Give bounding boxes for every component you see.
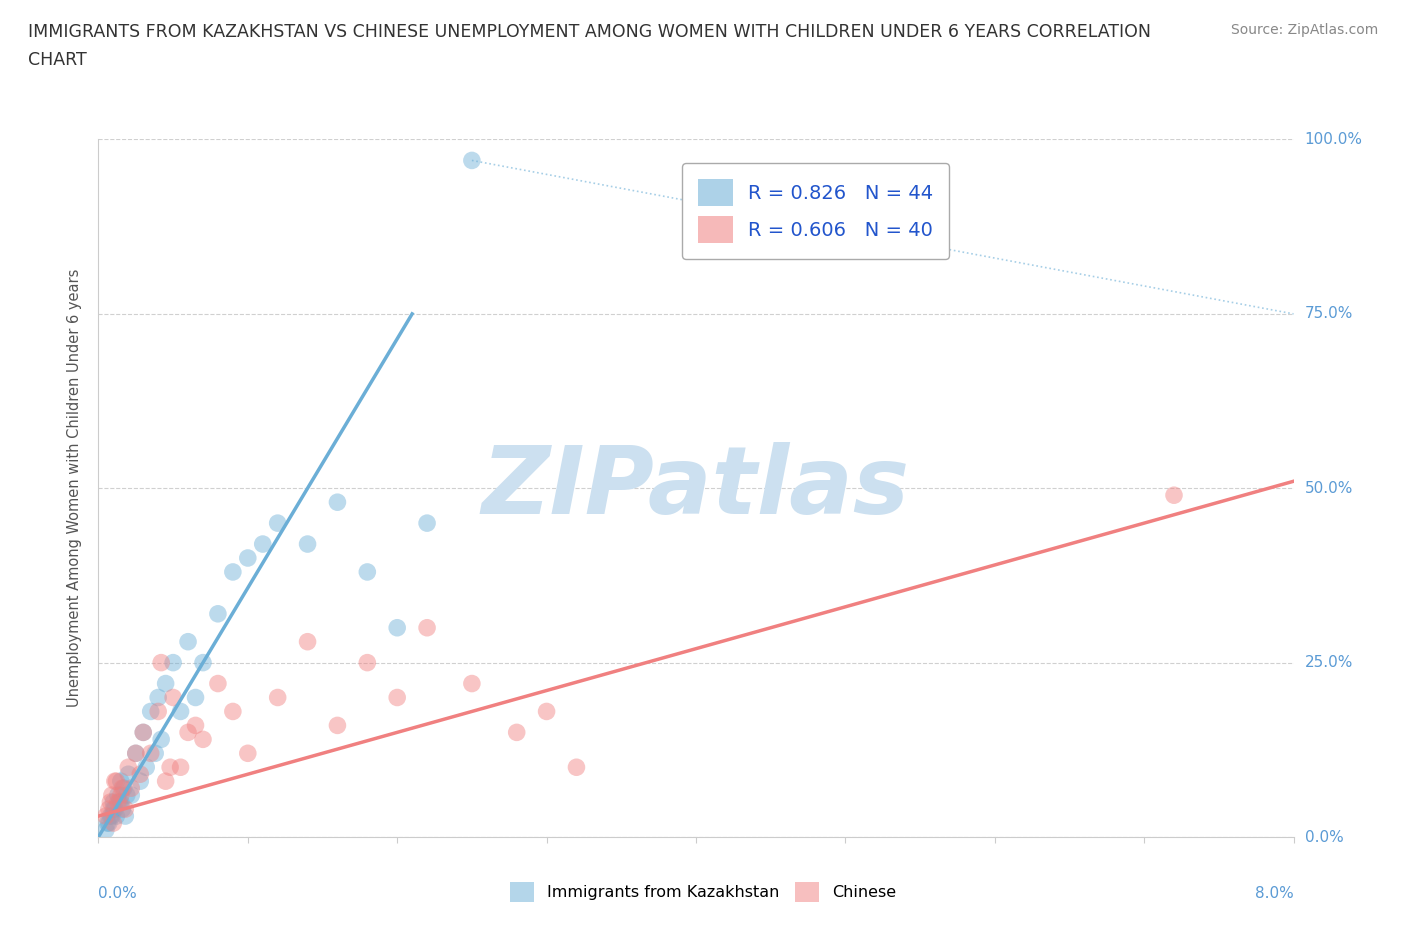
Point bbox=[107, 788, 129, 803]
Text: Source: ZipAtlas.com: Source: ZipAtlas.com bbox=[1230, 23, 1378, 37]
Y-axis label: Unemployment Among Women with Children Under 6 years: Unemployment Among Women with Children U… bbox=[67, 269, 83, 708]
Text: 8.0%: 8.0% bbox=[1254, 885, 1294, 901]
Point bbox=[385, 620, 409, 635]
Point bbox=[565, 760, 588, 775]
Point bbox=[148, 704, 170, 719]
Point bbox=[191, 732, 214, 747]
Point bbox=[184, 690, 207, 705]
Point bbox=[236, 746, 259, 761]
Point bbox=[103, 802, 125, 817]
Point bbox=[103, 816, 125, 830]
Point bbox=[162, 690, 184, 705]
Point bbox=[155, 676, 177, 691]
Point bbox=[150, 732, 173, 747]
Point bbox=[120, 781, 142, 796]
Point bbox=[222, 565, 245, 579]
Point bbox=[236, 551, 259, 565]
Point bbox=[117, 760, 139, 775]
Point bbox=[96, 816, 118, 830]
Text: IMMIGRANTS FROM KAZAKHSTAN VS CHINESE UNEMPLOYMENT AMONG WOMEN WITH CHILDREN UND: IMMIGRANTS FROM KAZAKHSTAN VS CHINESE UN… bbox=[28, 23, 1152, 41]
Point bbox=[267, 515, 290, 530]
Point bbox=[112, 781, 135, 796]
Point bbox=[97, 802, 120, 817]
Point bbox=[111, 781, 134, 796]
Point bbox=[104, 802, 127, 817]
Point bbox=[143, 746, 166, 761]
Point bbox=[150, 655, 173, 670]
Point bbox=[139, 704, 162, 719]
Point bbox=[98, 794, 122, 809]
Point bbox=[267, 690, 290, 705]
Point bbox=[416, 620, 439, 635]
Text: 100.0%: 100.0% bbox=[1305, 132, 1362, 147]
Text: ZIPatlas: ZIPatlas bbox=[482, 443, 910, 534]
Point bbox=[129, 774, 152, 789]
Point bbox=[155, 774, 177, 789]
Point bbox=[114, 802, 136, 817]
Point bbox=[108, 794, 131, 809]
Point bbox=[326, 495, 349, 510]
Point bbox=[103, 794, 125, 809]
Point bbox=[115, 788, 138, 803]
Point bbox=[356, 655, 378, 670]
Point bbox=[101, 788, 124, 803]
Point bbox=[461, 153, 484, 167]
Point bbox=[94, 823, 117, 837]
Point bbox=[297, 634, 319, 649]
Point bbox=[132, 725, 155, 740]
Point bbox=[129, 766, 152, 781]
Point bbox=[105, 809, 128, 824]
Point bbox=[461, 676, 484, 691]
Point bbox=[139, 746, 162, 761]
Point bbox=[110, 788, 132, 803]
Point bbox=[385, 690, 409, 705]
Text: 0.0%: 0.0% bbox=[1305, 830, 1343, 844]
Point bbox=[162, 655, 184, 670]
Point bbox=[159, 760, 181, 775]
Point bbox=[148, 690, 170, 705]
Point bbox=[356, 565, 378, 579]
Point bbox=[252, 537, 274, 551]
Point bbox=[326, 718, 349, 733]
Point bbox=[1163, 487, 1185, 502]
Point bbox=[110, 774, 132, 789]
Point bbox=[207, 676, 229, 691]
Legend: R = 0.826   N = 44, R = 0.606   N = 40: R = 0.826 N = 44, R = 0.606 N = 40 bbox=[682, 163, 949, 259]
Point bbox=[222, 704, 245, 719]
Point bbox=[297, 537, 319, 551]
Point bbox=[97, 816, 120, 830]
Point bbox=[132, 725, 155, 740]
Point bbox=[110, 794, 132, 809]
Text: CHART: CHART bbox=[28, 51, 87, 69]
Point bbox=[536, 704, 558, 719]
Point bbox=[169, 704, 191, 719]
Text: 50.0%: 50.0% bbox=[1305, 481, 1353, 496]
Point bbox=[169, 760, 191, 775]
Point bbox=[125, 746, 148, 761]
Point bbox=[111, 802, 134, 817]
Point bbox=[98, 809, 122, 824]
Point bbox=[177, 634, 200, 649]
Point bbox=[94, 809, 117, 824]
Point bbox=[105, 774, 128, 789]
Text: 25.0%: 25.0% bbox=[1305, 655, 1353, 671]
Point bbox=[107, 794, 129, 809]
Point bbox=[506, 725, 529, 740]
Point bbox=[114, 809, 136, 824]
Point bbox=[120, 788, 142, 803]
Point bbox=[104, 774, 127, 789]
Point bbox=[191, 655, 214, 670]
Point bbox=[135, 760, 157, 775]
Point bbox=[125, 746, 148, 761]
Point bbox=[416, 515, 439, 530]
Point bbox=[184, 718, 207, 733]
Point bbox=[207, 606, 229, 621]
Legend: Immigrants from Kazakhstan, Chinese: Immigrants from Kazakhstan, Chinese bbox=[503, 876, 903, 908]
Point bbox=[117, 766, 139, 781]
Point bbox=[101, 809, 124, 824]
Text: 75.0%: 75.0% bbox=[1305, 306, 1353, 322]
Point bbox=[177, 725, 200, 740]
Text: 0.0%: 0.0% bbox=[98, 885, 138, 901]
